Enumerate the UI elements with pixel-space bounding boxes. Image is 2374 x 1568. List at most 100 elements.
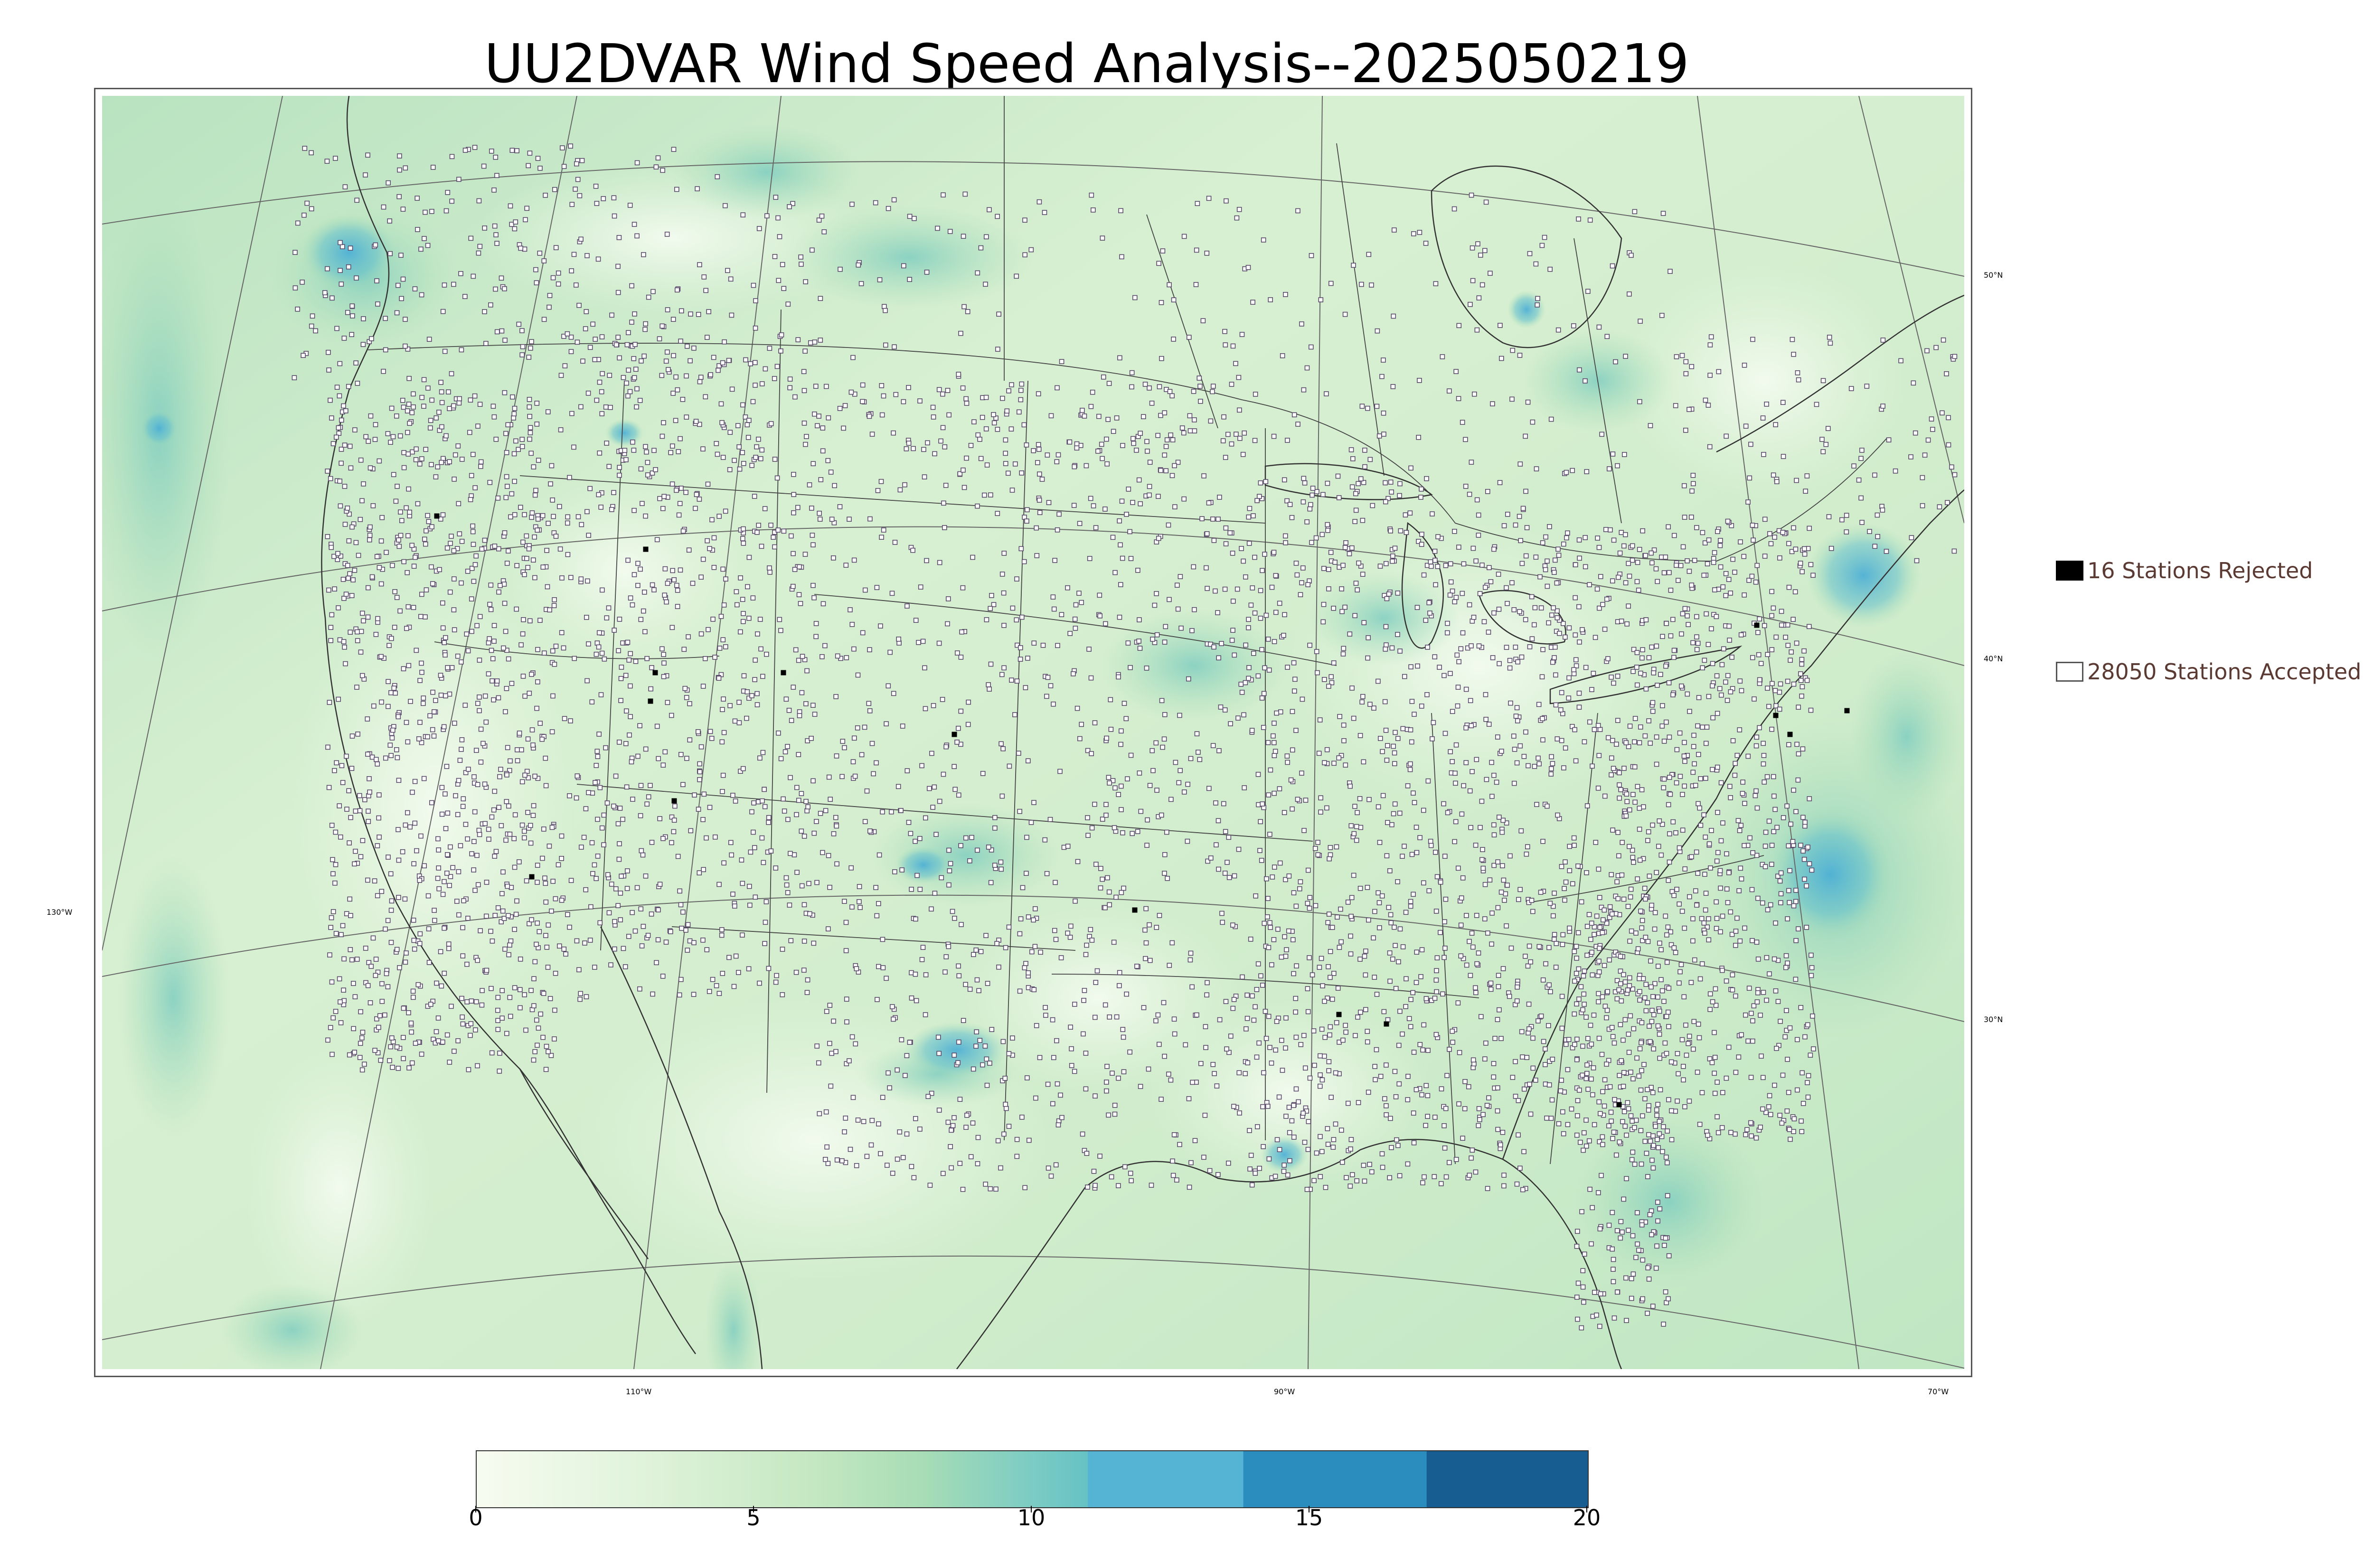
- accepted-station-marker: [1443, 563, 1449, 568]
- accepted-station-marker: [1351, 715, 1357, 721]
- accepted-station-marker: [1743, 1132, 1748, 1137]
- accepted-station-marker: [375, 301, 380, 307]
- accepted-station-marker: [559, 630, 565, 635]
- accepted-station-marker: [948, 861, 953, 866]
- accepted-station-marker: [460, 804, 466, 809]
- accepted-station-marker: [538, 1011, 544, 1017]
- accepted-station-marker: [1129, 1178, 1134, 1183]
- accepted-station-marker: [835, 653, 840, 659]
- accepted-station-marker: [634, 233, 640, 239]
- accepted-station-marker: [844, 1061, 849, 1066]
- accepted-station-marker: [1559, 1025, 1565, 1031]
- map-title: UU2DVAR Wind Speed Analysis--2025050219: [484, 33, 1689, 95]
- accepted-station-marker: [1117, 970, 1122, 976]
- accepted-station-marker: [1274, 1137, 1280, 1143]
- accepted-station-marker: [759, 835, 765, 841]
- accepted-station-marker: [339, 446, 344, 452]
- accepted-station-marker: [1128, 665, 1133, 670]
- accepted-station-marker: [1295, 797, 1300, 802]
- accepted-station-marker: [1318, 809, 1323, 815]
- accepted-station-marker: [1779, 622, 1784, 628]
- accepted-station-marker: [1105, 875, 1110, 881]
- accepted-station-marker: [1013, 461, 1018, 467]
- accepted-station-marker: [512, 927, 518, 932]
- accepted-station-marker: [490, 939, 495, 944]
- accepted-station-marker: [506, 913, 511, 919]
- accepted-station-marker: [1484, 777, 1489, 782]
- accepted-station-marker: [355, 629, 360, 635]
- accepted-station-marker: [594, 749, 600, 754]
- accepted-station-marker: [326, 785, 332, 790]
- accepted-station-marker: [1414, 850, 1420, 855]
- accepted-station-marker: [508, 1014, 513, 1019]
- accepted-station-marker: [1473, 558, 1479, 564]
- accepted-station-marker: [617, 806, 623, 811]
- accepted-station-marker: [1780, 1072, 1786, 1078]
- accepted-station-marker: [988, 661, 994, 667]
- accepted-station-marker: [1574, 956, 1579, 961]
- accepted-station-marker: [345, 310, 350, 315]
- accepted-station-marker: [1651, 670, 1657, 676]
- accepted-station-marker: [1150, 637, 1155, 642]
- map-canvas[interactable]: [102, 96, 1964, 1369]
- accepted-station-marker: [1439, 1086, 1444, 1091]
- accepted-station-marker: [1581, 1147, 1586, 1153]
- accepted-station-marker: [1253, 893, 1258, 899]
- accepted-station-marker: [1099, 441, 1104, 447]
- accepted-station-marker: [1649, 1019, 1655, 1024]
- accepted-station-marker: [1584, 803, 1590, 808]
- accepted-station-marker: [716, 514, 722, 519]
- accepted-station-marker: [804, 668, 810, 674]
- accepted-station-marker: [535, 527, 540, 533]
- accepted-station-marker: [1749, 573, 1755, 579]
- accepted-station-marker: [751, 829, 756, 835]
- accepted-station-marker: [941, 771, 946, 777]
- accepted-station-marker: [348, 913, 353, 918]
- accepted-station-marker: [1513, 1094, 1518, 1099]
- accepted-station-marker: [669, 713, 674, 718]
- accepted-station-marker: [611, 490, 616, 495]
- accepted-station-marker: [1079, 600, 1084, 605]
- accepted-station-marker: [1621, 1196, 1626, 1202]
- accepted-station-marker: [753, 360, 758, 366]
- accepted-station-marker: [333, 1009, 339, 1014]
- accepted-station-marker: [1065, 930, 1070, 936]
- accepted-station-marker: [1573, 758, 1579, 764]
- accepted-station-marker: [1290, 747, 1295, 753]
- accepted-station-marker: [1679, 631, 1684, 637]
- wind-speed-map[interactable]: [94, 88, 1972, 1377]
- accepted-station-marker: [1065, 844, 1071, 849]
- accepted-station-marker: [1452, 770, 1458, 776]
- accepted-station-marker: [961, 234, 966, 239]
- accepted-station-marker: [1421, 880, 1426, 886]
- accepted-station-marker: [425, 734, 430, 740]
- accepted-station-marker: [923, 972, 929, 977]
- accepted-station-marker: [922, 474, 927, 479]
- accepted-station-marker: [1631, 860, 1636, 865]
- accepted-station-marker: [1534, 802, 1539, 807]
- moderate-wind-area: [1574, 1117, 1764, 1287]
- accepted-station-marker: [1384, 853, 1390, 858]
- accepted-station-marker: [534, 941, 539, 947]
- accepted-station-marker: [1339, 586, 1344, 592]
- accepted-station-marker: [1100, 456, 1105, 461]
- accepted-station-marker: [1715, 850, 1721, 855]
- accepted-station-marker: [1287, 502, 1293, 507]
- accepted-station-marker: [528, 988, 534, 993]
- accepted-station-marker: [726, 955, 732, 960]
- accepted-station-marker: [1644, 1151, 1649, 1156]
- accepted-station-marker: [1677, 980, 1682, 986]
- accepted-station-marker: [1486, 1095, 1491, 1100]
- accepted-station-marker: [1408, 997, 1413, 1002]
- accepted-station-marker: [1480, 1112, 1486, 1117]
- accepted-station-marker: [1473, 990, 1479, 995]
- accepted-station-marker: [486, 826, 491, 832]
- accepted-station-marker: [1631, 647, 1637, 652]
- accepted-station-marker: [415, 196, 420, 201]
- accepted-station-marker: [477, 614, 483, 620]
- accepted-station-marker: [1067, 631, 1073, 636]
- accepted-station-marker: [1681, 994, 1687, 1000]
- accepted-station-marker: [478, 726, 484, 732]
- accepted-station-marker: [868, 1142, 874, 1148]
- accepted-station-marker: [1772, 807, 1778, 812]
